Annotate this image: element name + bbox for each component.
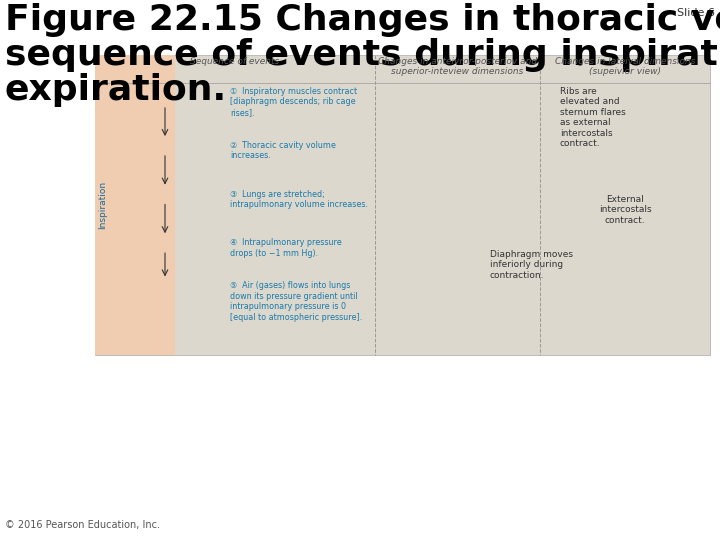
Text: expiration.: expiration. — [5, 73, 227, 107]
Text: sequence of events during inspiration and: sequence of events during inspiration an… — [5, 38, 720, 72]
Polygon shape — [95, 55, 710, 355]
Text: External
intercostals
contract.: External intercostals contract. — [599, 195, 652, 225]
Text: Sequence of events: Sequence of events — [190, 57, 279, 66]
Text: ⑤  Air (gases) flows into lungs
down its pressure gradient until
intrapulmonary : ⑤ Air (gases) flows into lungs down its … — [230, 281, 362, 322]
Text: Diaphragm moves
inferiorly during
contraction.: Diaphragm moves inferiorly during contra… — [490, 250, 573, 280]
Text: Figure 22.15 Changes in thoracic volume and: Figure 22.15 Changes in thoracic volume … — [5, 3, 720, 37]
Text: Ribs are
elevated and
sternum flares
as external
intercostals
contract.: Ribs are elevated and sternum flares as … — [560, 87, 626, 148]
Text: Changes in lateival dimensions
(supeivior view): Changes in lateival dimensions (supeivio… — [554, 57, 696, 76]
Text: Changes in anteivror-posteriov and
superior-inteview dimensions: Changes in anteivror-posteriov and super… — [378, 57, 537, 76]
Polygon shape — [95, 55, 175, 355]
Text: ②  Thoracic cavity volume
increases.: ② Thoracic cavity volume increases. — [230, 141, 336, 160]
Text: Slide 6: Slide 6 — [677, 8, 715, 18]
Text: ③  Lungs are stretched;
intrapulmonary volume increases.: ③ Lungs are stretched; intrapulmonary vo… — [230, 190, 368, 209]
Text: ①  Inspiratory muscles contract
[diaphragm descends; rib cage
rises].: ① Inspiratory muscles contract [diaphrag… — [230, 87, 357, 117]
Text: Inspiration: Inspiration — [99, 181, 107, 229]
Text: ④  Intrapulmonary pressure
drops (to −1 mm Hg).: ④ Intrapulmonary pressure drops (to −1 m… — [230, 238, 342, 258]
Text: © 2016 Pearson Education, Inc.: © 2016 Pearson Education, Inc. — [5, 520, 160, 530]
